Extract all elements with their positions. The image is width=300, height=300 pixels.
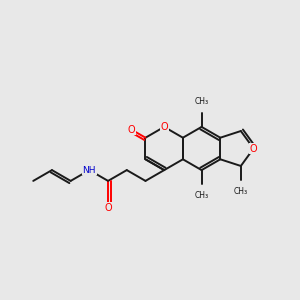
Text: CH₃: CH₃ (194, 97, 209, 106)
Text: O: O (160, 122, 168, 132)
Text: O: O (250, 143, 257, 154)
Text: NH: NH (82, 166, 96, 175)
Text: O: O (128, 124, 135, 135)
Text: O: O (104, 203, 112, 213)
Text: CH₃: CH₃ (194, 191, 209, 200)
Text: CH₃: CH₃ (234, 187, 248, 196)
